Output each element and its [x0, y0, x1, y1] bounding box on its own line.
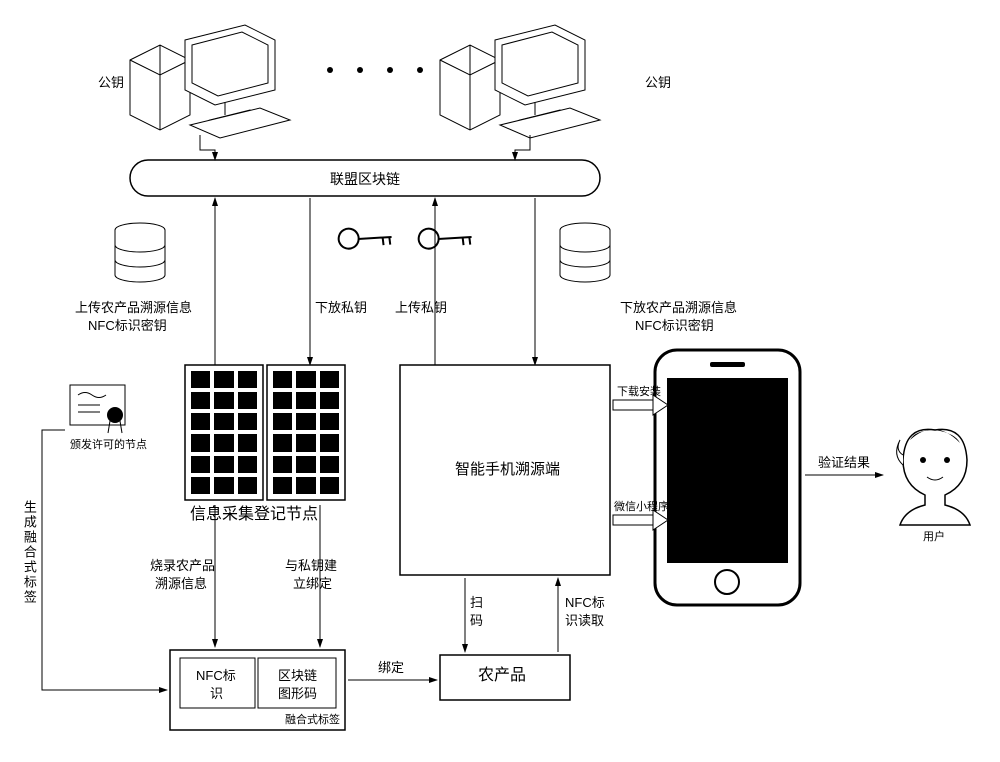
- nfc-tag-label1: NFC标: [196, 668, 236, 685]
- burn-label2: 溯源信息: [155, 576, 207, 593]
- blockchain-label: 联盟区块链: [330, 170, 400, 188]
- nfc-key-left-label: NFC标识密钥: [88, 318, 167, 335]
- nfc-tag-label2: 识: [210, 686, 223, 703]
- product-label: 农产品: [478, 666, 526, 687]
- user-label: 用户: [923, 530, 945, 544]
- fusion-tag-label: 融合式标签: [285, 713, 340, 727]
- upload-trace-label: 上传农产品溯源信息: [75, 300, 192, 317]
- smartphone-icon: [655, 350, 800, 605]
- certificate-icon: [70, 385, 125, 433]
- bind-label: 绑定: [378, 660, 404, 677]
- pubkey-right-label: 公钥: [645, 75, 671, 92]
- database-right-icon: [560, 223, 610, 282]
- bc-code-label2: 图形码: [278, 686, 317, 703]
- diagram-canvas: [0, 0, 1000, 762]
- phone-client-label: 智能手机溯源端: [455, 460, 560, 480]
- mini-label: 微信小程序: [614, 500, 669, 514]
- bindkey-label2: 立绑定: [293, 576, 332, 593]
- info-node-label: 信息采集登记节点: [190, 505, 318, 526]
- scan-label1: 扫: [470, 595, 483, 612]
- verify-result-label: 验证结果: [818, 455, 870, 472]
- computer-left-icon: [130, 25, 290, 138]
- nfcread-label1: NFC标: [565, 595, 605, 612]
- key-left-icon: [335, 211, 395, 266]
- bc-code-label1: 区块链: [278, 668, 317, 685]
- nfcread-label2: 识读取: [565, 613, 604, 630]
- permit-node-label: 颁发许可的节点: [70, 438, 147, 452]
- pubkey-left-label: 公钥: [98, 75, 124, 92]
- user-icon: [897, 429, 970, 525]
- computer-right-icon: [440, 25, 600, 138]
- bindkey-label1: 与私钥建: [285, 558, 337, 575]
- scan-label2: 码: [470, 613, 483, 630]
- issue-key-label: 下放私钥: [315, 300, 367, 317]
- install-label: 下载安装: [617, 385, 661, 399]
- upload-key-label: 上传私钥: [395, 300, 447, 317]
- building-windows: [185, 365, 345, 500]
- download-trace-label: 下放农产品溯源信息: [620, 300, 737, 317]
- database-left-icon: [115, 223, 165, 282]
- burn-label1: 烧录农产品: [150, 558, 215, 575]
- key-right-icon: [415, 211, 475, 266]
- nfc-key-right-label: NFC标识密钥: [635, 318, 714, 335]
- gen-tag-label: 生成融合式标签: [20, 500, 37, 605]
